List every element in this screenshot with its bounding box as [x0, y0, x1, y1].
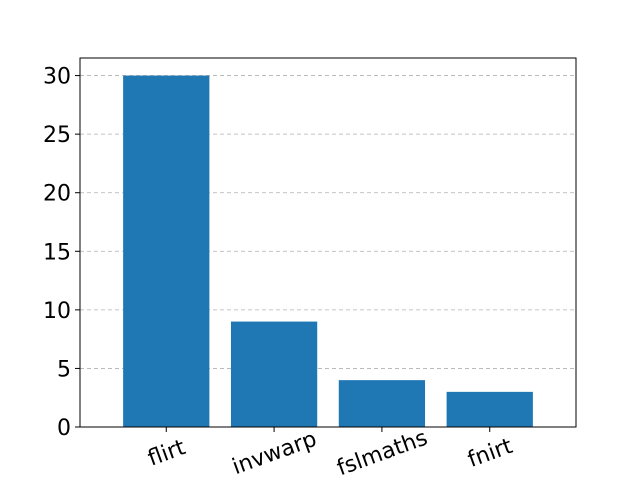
x-tick-label-fnirt: fnirt [465, 434, 517, 473]
bar-fslmaths [338, 380, 426, 427]
y-tick-label-0: 0 [57, 416, 71, 441]
x-axis: flirt invwarp fslmaths fnirt [145, 426, 516, 480]
bar-flirt [123, 75, 210, 428]
bars [123, 75, 533, 428]
y-tick-label-10: 10 [43, 299, 71, 324]
plot-frame [79, 57, 577, 428]
y-tick-label-25: 25 [43, 123, 71, 148]
x-tick-label-fslmaths: fslmaths [334, 426, 431, 480]
x-tick-label-invwarp: invwarp [229, 427, 320, 480]
y-axis: 0 5 10 15 20 25 30 [43, 65, 80, 441]
bar-invwarp [230, 321, 318, 427]
bar-fnirt [446, 391, 533, 427]
y-grid [80, 75, 576, 428]
y-tick-label-15: 15 [43, 240, 71, 265]
y-tick-label-30: 30 [43, 65, 71, 90]
y-tick-label-5: 5 [57, 357, 71, 382]
x-tick-label-flirt: flirt [145, 435, 189, 471]
y-tick-label-20: 20 [43, 182, 71, 207]
